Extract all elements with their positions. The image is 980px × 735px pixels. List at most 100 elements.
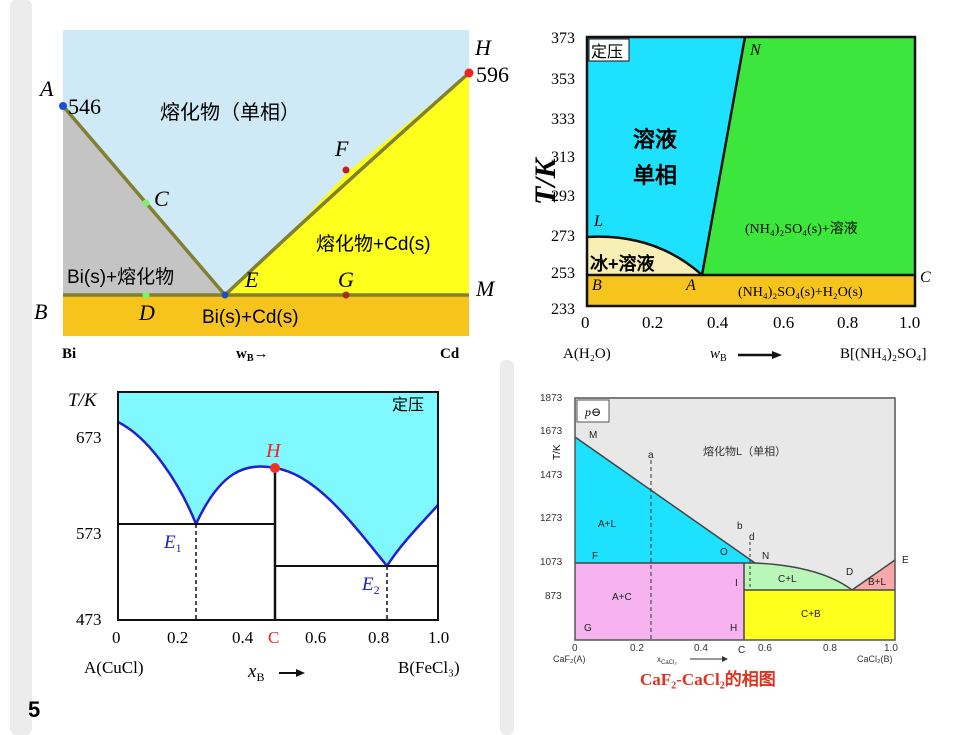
region-BL-label: B+L xyxy=(868,577,887,588)
x-tick: 0.8 xyxy=(368,628,389,647)
liquidus-B xyxy=(851,559,896,591)
label-B: B xyxy=(34,299,47,324)
axis-left-label: Bi xyxy=(62,346,76,362)
background-bamboo-stalk xyxy=(500,360,514,735)
label-d-4: d xyxy=(749,532,755,543)
point-A-marker xyxy=(59,102,67,110)
axis-mid-label-4: xCaCl₂ xyxy=(657,655,677,666)
ice-curve xyxy=(586,235,703,276)
label-N-4: N xyxy=(762,551,769,562)
label-E-4: E xyxy=(902,555,909,566)
y-tick: 353 xyxy=(551,71,575,88)
axis-right-label-2: B[(NH₄)₂SO₄] xyxy=(840,346,927,362)
y-tick: 1673 xyxy=(540,426,563,437)
point-G-marker xyxy=(342,291,350,299)
point-H-marker xyxy=(464,68,474,78)
pressure-box xyxy=(576,399,610,423)
liquidus-cd xyxy=(223,71,471,297)
axis-right-label-3: B(FeCl₃) xyxy=(398,658,460,677)
y-tick: 1873 xyxy=(540,393,563,404)
x-tick: 0.6 xyxy=(758,643,772,654)
x-axis-arrow-head-3 xyxy=(296,669,305,677)
y-tick: 1073 xyxy=(540,557,563,568)
point-F-marker xyxy=(342,166,350,174)
axis-mid-label: wB→ xyxy=(236,346,269,364)
plot-frame xyxy=(585,35,917,308)
x-tick: 0.2 xyxy=(642,313,663,332)
label-D: D xyxy=(138,300,155,325)
y-tick: 873 xyxy=(545,591,562,602)
label-b-4: b xyxy=(737,521,743,532)
CB-region xyxy=(744,590,895,640)
background-bamboo-stalk xyxy=(10,0,32,735)
label-F: F xyxy=(334,136,349,161)
region-solid-label: Bi(s)+Cd(s) xyxy=(202,307,299,328)
y-tick: 373 xyxy=(551,30,575,47)
water-ammonium-sulfate-phase-diagram: 定压 373 353 333 313 293 273 253 233 0 0.2… xyxy=(529,30,931,364)
label-G-4: G xyxy=(584,623,592,634)
region-melt-label-4: 熔化物L（单相） xyxy=(703,444,786,458)
region-bi-melt-label: Bi(s)+熔化物 xyxy=(67,266,174,288)
region-ice-label: 冰+溶液 xyxy=(590,253,656,274)
CL-region xyxy=(744,563,852,590)
label-F-4: F xyxy=(592,551,598,562)
axis-mid-label-2: wB xyxy=(710,346,727,364)
AC-region xyxy=(575,563,744,640)
temp-596: 596 xyxy=(476,62,509,87)
y-ticks: 373 353 333 313 293 273 253 233 xyxy=(551,30,575,318)
diagram-caption: CaF₂-CaCl₂的相图 xyxy=(640,669,776,689)
y-tick: 573 xyxy=(76,524,102,543)
axis-left-label-2: A(H₂O) xyxy=(563,346,611,362)
y-tick: 1473 xyxy=(540,470,563,481)
bi-cd-phase-diagram: A 546 H 596 C F E G M B D 熔化物（单相） 熔化物+Cd… xyxy=(34,30,509,364)
plot-frame-3 xyxy=(117,391,439,621)
region-solution-label-1: 溶液 xyxy=(633,127,677,152)
label-E2: E2 xyxy=(361,574,380,597)
x-tick: 0.8 xyxy=(837,313,858,332)
label-C: C xyxy=(920,269,931,286)
slide-number: 5 xyxy=(28,697,40,722)
liquidus-C xyxy=(754,562,853,591)
x-tick: 0 xyxy=(572,643,578,654)
axis-mid-label-3: xB xyxy=(247,661,264,684)
liquidus-A xyxy=(574,436,756,564)
region-CB-label: C+B xyxy=(801,609,821,620)
label-A: A xyxy=(38,76,54,101)
label-D-4: D xyxy=(846,567,853,578)
point-H-marker xyxy=(270,463,280,473)
region-CL-label: C+L xyxy=(778,574,797,585)
x-tick: 0.4 xyxy=(694,643,708,654)
constant-pressure-label-3: 定压 xyxy=(392,396,424,414)
constant-pressure-box xyxy=(588,38,630,62)
x-tick: 0.4 xyxy=(232,628,254,647)
region-AL-label: A+L xyxy=(598,519,617,530)
salt-solution-region xyxy=(702,37,915,275)
y-tick: 673 xyxy=(76,428,102,447)
region-salt-solution-label: (NH₄)₂SO₄(s)+溶液 xyxy=(745,221,858,237)
x-tick: 1.0 xyxy=(899,313,920,332)
label-B: B xyxy=(592,277,602,294)
label-M: M xyxy=(475,276,496,301)
y-tick: 313 xyxy=(551,149,575,166)
y-tick: 293 xyxy=(551,188,575,205)
y-tick: 1273 xyxy=(540,513,563,524)
label-C-4: C xyxy=(738,645,745,656)
label-E1: E1 xyxy=(163,532,182,555)
x-ticks: 0 0.2 0.4 0.6 0.8 1.0 xyxy=(581,313,920,332)
y-tick: 333 xyxy=(551,111,575,128)
constant-pressure-label: 定压 xyxy=(591,43,623,61)
y-axis-label-4: T/K xyxy=(552,444,563,460)
x-tick: 0 xyxy=(581,313,590,332)
x-tick-compound: C xyxy=(268,628,279,647)
x-tick: 1.0 xyxy=(428,628,449,647)
y-tick: 253 xyxy=(551,265,575,282)
ice-solution-region xyxy=(587,236,702,275)
x-tick: 1.0 xyxy=(884,643,898,654)
axis-left-label-3: A(CuCl) xyxy=(84,658,144,677)
y-tick: 473 xyxy=(76,610,102,629)
y-axis-label-3: T/K xyxy=(68,390,98,411)
label-H: H xyxy=(474,35,492,60)
region-melt-cd-label: 熔化物+Cd(s) xyxy=(316,233,431,255)
solid-region xyxy=(63,295,469,336)
x-axis-arrow-head-4 xyxy=(722,656,728,662)
